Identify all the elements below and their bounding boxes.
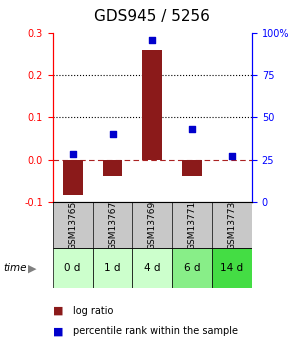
Point xyxy=(110,131,115,137)
Bar xyxy=(103,159,122,176)
Text: 6 d: 6 d xyxy=(184,263,200,273)
Point xyxy=(70,152,75,157)
Bar xyxy=(182,159,202,176)
Bar xyxy=(53,248,93,288)
Text: GDS945 / 5256: GDS945 / 5256 xyxy=(94,9,210,24)
Text: 0 d: 0 d xyxy=(64,263,81,273)
Text: GSM13765: GSM13765 xyxy=(68,200,77,250)
Text: 4 d: 4 d xyxy=(144,263,161,273)
Text: ■: ■ xyxy=(53,326,63,336)
Bar xyxy=(212,248,252,288)
Text: GSM13767: GSM13767 xyxy=(108,200,117,250)
Bar xyxy=(132,248,172,288)
Bar xyxy=(142,50,162,159)
Point xyxy=(190,126,195,132)
Bar xyxy=(172,248,212,288)
Text: log ratio: log ratio xyxy=(73,306,114,315)
Text: GSM13769: GSM13769 xyxy=(148,200,157,250)
Bar xyxy=(93,248,132,288)
Text: time: time xyxy=(3,263,26,273)
Text: ▶: ▶ xyxy=(28,263,37,273)
Text: ■: ■ xyxy=(53,306,63,315)
Bar xyxy=(63,159,83,196)
Text: 1 d: 1 d xyxy=(104,263,121,273)
Text: GSM13771: GSM13771 xyxy=(188,200,197,250)
Point xyxy=(150,37,155,42)
Point xyxy=(230,154,234,159)
Text: percentile rank within the sample: percentile rank within the sample xyxy=(73,326,238,336)
Text: GSM13773: GSM13773 xyxy=(228,200,236,250)
Text: 14 d: 14 d xyxy=(221,263,243,273)
